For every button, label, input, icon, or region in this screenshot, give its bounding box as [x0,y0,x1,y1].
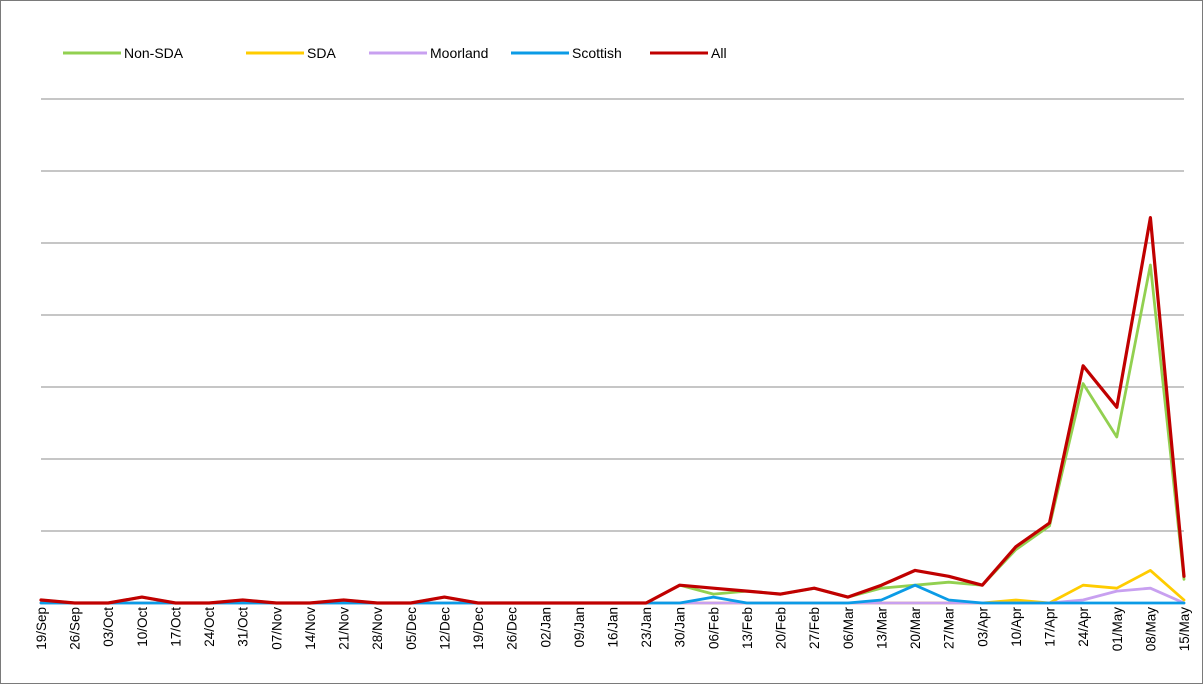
x-tick-label: 12/Dec [437,607,452,650]
legend-label-scottish: Scottish [572,45,622,61]
x-tick-label: 13/Mar [874,607,889,650]
x-tick-label: 06/Mar [841,607,856,650]
series-line-sda [41,570,1184,603]
x-tick-label: 26/Dec [505,607,520,650]
x-tick-label: 31/Oct [236,607,251,647]
x-tick-label: 20/Mar [908,607,923,650]
x-tick-label: 10/Apr [1009,607,1024,647]
legend-label-non-sda: Non-SDA [124,45,184,61]
x-tick-label: 24/Apr [1076,607,1091,647]
x-tick-label: 03/Oct [101,607,116,647]
x-tick-label: 08/May [1143,607,1158,652]
x-tick-label: 09/Jan [572,607,587,648]
legend-label-moorland: Moorland [430,45,488,61]
x-tick-label: 10/Oct [135,607,150,647]
x-tick-label: 14/Nov [303,607,318,650]
legend-label-sda: SDA [307,45,336,61]
x-tick-label: 27/Feb [807,607,822,649]
x-tick-label: 27/Mar [942,607,957,650]
x-tick-label: 02/Jan [538,607,553,648]
x-tick-label: 06/Feb [706,607,721,649]
x-tick-label: 20/Feb [774,607,789,649]
x-tick-label: 21/Nov [337,607,352,650]
x-tick-label: 15/May [1177,607,1192,652]
series-lines [41,218,1184,603]
x-tick-label: 05/Dec [404,607,419,650]
x-tick-label: 24/Oct [202,607,217,647]
x-tick-label: 07/Nov [269,607,284,650]
x-axis-tick-labels: 19/Sep 26/Sep 03/Oct 10/Oct 17/Oct 24/Oct 31/O… [34,607,1192,652]
x-tick-label: 01/May [1110,607,1125,652]
x-tick-label: 19/Sep [34,607,49,650]
x-tick-label: 13/Feb [740,607,755,649]
x-tick-label: 03/Apr [975,607,990,647]
x-tick-label: 23/Jan [639,607,654,648]
x-tick-label: 19/Dec [471,607,486,650]
x-tick-label: 26/Sep [68,607,83,650]
x-tick-label: 17/Oct [168,607,183,647]
legend-label-all: All [711,45,727,61]
x-tick-label: 30/Jan [673,607,688,648]
x-tick-label: 28/Nov [370,607,385,650]
x-tick-label: 17/Apr [1043,607,1058,647]
legend: Non-SDA SDA Moorland Scottish All [63,45,727,61]
series-line-all [41,218,1184,603]
gridlines [41,99,1184,603]
x-tick-label: 16/Jan [606,607,621,648]
